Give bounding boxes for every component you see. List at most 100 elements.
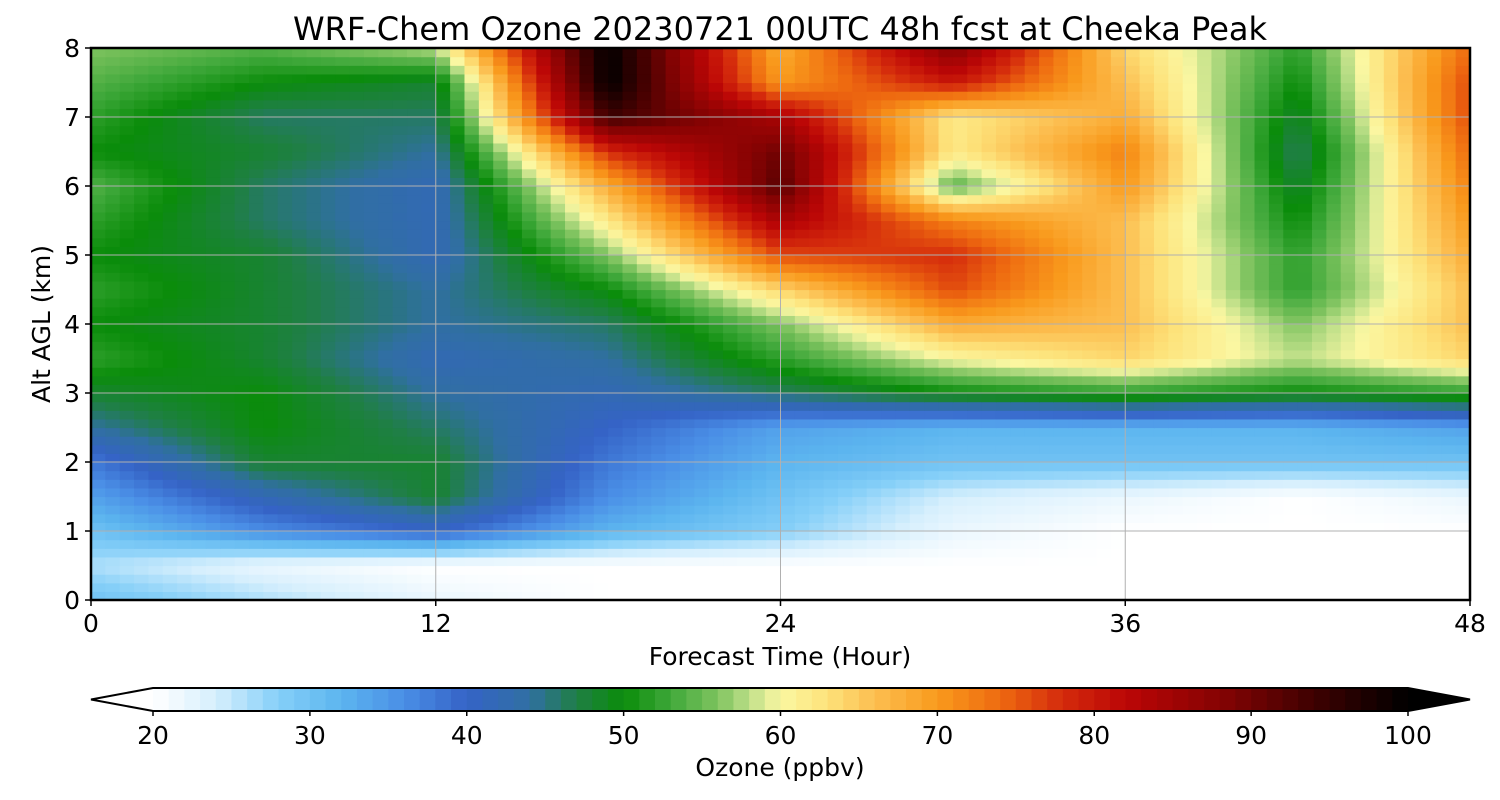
heatmap-cell [464, 393, 480, 403]
heatmap-cell [162, 272, 178, 282]
heatmap-cell [1412, 384, 1428, 394]
heatmap-cell [1283, 186, 1299, 196]
heatmap-cell [363, 582, 379, 592]
heatmap-cell [981, 574, 997, 584]
heatmap-cell [148, 444, 164, 454]
heatmap-cell [521, 289, 537, 299]
heatmap-cell [1326, 522, 1342, 532]
heatmap-cell [550, 453, 566, 463]
heatmap-cell [924, 591, 940, 601]
heatmap-cell [995, 418, 1011, 429]
heatmap-cell [493, 505, 509, 515]
heatmap-cell [981, 462, 997, 472]
heatmap-cell [995, 591, 1011, 601]
heatmap-cell [263, 548, 279, 558]
heatmap-cell [565, 186, 580, 196]
heatmap-cell [981, 470, 997, 480]
heatmap-cell [751, 444, 767, 454]
heatmap-cell [952, 531, 968, 541]
heatmap-cell [837, 229, 853, 239]
heatmap-cell [1441, 272, 1457, 282]
heatmap-cell [1383, 574, 1399, 584]
heatmap-cell [938, 418, 954, 429]
heatmap-cell [1082, 410, 1098, 420]
heatmap-cell [1369, 315, 1385, 325]
heatmap-cell [521, 496, 537, 506]
heatmap-cell [177, 436, 193, 446]
heatmap-cell [1412, 591, 1428, 601]
heatmap-cell [220, 375, 236, 385]
heatmap-cell [263, 436, 279, 446]
heatmap-cell [493, 151, 509, 161]
heatmap-cell [1211, 332, 1227, 342]
heatmap-cell [1197, 272, 1213, 282]
heatmap-cell [1197, 505, 1213, 515]
heatmap-cell [105, 203, 121, 213]
heatmap-cell [435, 436, 451, 446]
heatmap-cell [1283, 367, 1299, 377]
heatmap-cell [464, 298, 480, 308]
heatmap-cell [766, 194, 782, 204]
heatmap-cell [320, 556, 336, 567]
heatmap-cell [1053, 349, 1069, 360]
heatmap-cell [1039, 470, 1055, 480]
heatmap-cell [636, 211, 652, 222]
heatmap-cell [1039, 358, 1055, 368]
heatmap-cell [723, 401, 738, 411]
heatmap-cell [565, 289, 580, 299]
heatmap-cell [708, 349, 724, 360]
heatmap-cell [593, 332, 609, 342]
heatmap-cell [1153, 341, 1169, 351]
heatmap-cell [1412, 487, 1428, 498]
heatmap-cell [766, 229, 782, 239]
heatmap-cell [263, 220, 279, 230]
heatmap-cell [91, 444, 106, 454]
heatmap-cell [694, 315, 710, 325]
heatmap-cell [1441, 410, 1457, 420]
heatmap-cell [119, 384, 135, 394]
heatmap-cell [636, 298, 652, 308]
heatmap-cell [177, 324, 193, 334]
heatmap-cell [651, 410, 667, 420]
heatmap-cell [263, 418, 279, 429]
heatmap-cell [1225, 436, 1241, 446]
heatmap-cell [1211, 574, 1227, 584]
heatmap-cell [881, 436, 897, 446]
heatmap-cell [1326, 177, 1342, 187]
heatmap-cell [1412, 332, 1428, 342]
heatmap-cell [1240, 194, 1256, 204]
heatmap-cell [234, 298, 250, 308]
heatmap-cell [881, 505, 897, 515]
heatmap-cell [1240, 263, 1256, 273]
heatmap-cell [895, 168, 911, 178]
heatmap-cell [507, 531, 523, 541]
heatmap-cell [407, 582, 422, 592]
heatmap-cell [780, 358, 796, 368]
heatmap-cell [450, 565, 466, 575]
heatmap-cell [593, 505, 609, 515]
heatmap-cell [1398, 358, 1414, 368]
heatmap-cell [809, 453, 825, 463]
heatmap-cell [723, 289, 738, 299]
heatmap-cell [1340, 358, 1356, 368]
heatmap-cell [277, 565, 293, 575]
heatmap-cell [1340, 470, 1356, 480]
heatmap-cell [349, 272, 365, 282]
heatmap-cell [1254, 367, 1270, 377]
heatmap-cell [981, 160, 997, 170]
heatmap-cell [1096, 479, 1112, 489]
heatmap-cell [608, 246, 624, 256]
heatmap-cell [1355, 324, 1371, 334]
heatmap-cell [1355, 298, 1371, 308]
heatmap-cell [1082, 591, 1098, 601]
heatmap-cell [320, 487, 336, 498]
heatmap-cell [952, 203, 968, 213]
heatmap-cell [1254, 280, 1270, 291]
heatmap-cell [794, 393, 810, 403]
heatmap-cell [751, 401, 767, 411]
heatmap-cell [909, 487, 925, 498]
heatmap-cell [1110, 203, 1126, 213]
heatmap-cell [579, 367, 595, 377]
heatmap-cell [852, 591, 868, 601]
heatmap-cell [665, 332, 681, 342]
